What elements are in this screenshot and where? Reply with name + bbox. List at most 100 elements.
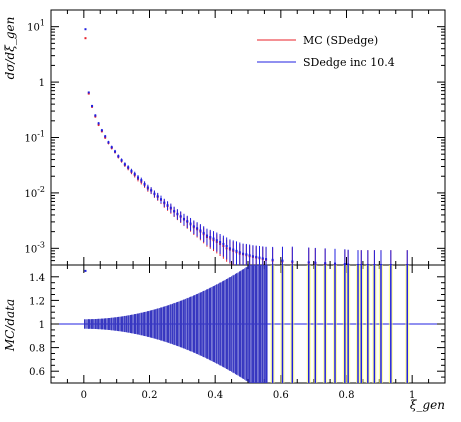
main-ytick-label: 101 <box>27 19 45 34</box>
data-point <box>120 159 123 162</box>
main-marks <box>84 28 409 265</box>
data-point <box>248 254 251 257</box>
ratio-ytick-label: 1 <box>39 320 45 331</box>
ratio-xtick-label: 0 <box>81 390 87 401</box>
data-point <box>215 239 218 242</box>
data-point <box>137 176 140 179</box>
ratio-ticks: 0.6 0.8 1 1.2 1.4 0 0.2 0.4 0.6 0.8 1 <box>29 265 446 401</box>
data-point <box>104 135 107 138</box>
data-point <box>133 172 136 175</box>
legend-label-sdedge: SDedge inc 10.4 <box>303 56 395 69</box>
ratio-ytick-label: 1.2 <box>29 296 45 307</box>
main-ytick-label: 10-1 <box>24 130 45 145</box>
ratio-ytick-label: 0.6 <box>29 367 45 378</box>
data-point <box>130 169 133 172</box>
data-point <box>324 262 327 265</box>
mc-point <box>84 37 87 40</box>
legend-item-mc: MC (SDedge) <box>257 34 378 47</box>
data-point <box>251 255 254 258</box>
data-point <box>228 247 231 250</box>
legend-label-mc: MC (SDedge) <box>303 34 378 47</box>
legend: MC (SDedge) SDedge inc 10.4 <box>257 34 395 69</box>
data-point <box>173 210 176 213</box>
data-point <box>156 195 159 198</box>
ratio-xtick-label: 1 <box>409 390 415 401</box>
data-point <box>114 150 117 153</box>
mc-point <box>87 92 90 95</box>
data-point <box>261 257 264 260</box>
ratio-xtick-label: 0.2 <box>142 390 158 401</box>
data-point <box>347 263 350 265</box>
data-point <box>232 248 235 251</box>
data-point <box>127 166 130 169</box>
main-ylabel: dσ/dξ_gen <box>3 17 17 80</box>
ratio-xtick-label: 0.6 <box>273 390 289 401</box>
data-point <box>343 263 346 265</box>
data-point <box>360 264 363 265</box>
ratio-marks <box>83 265 410 383</box>
data-point <box>97 122 100 125</box>
ratio-xtick-label: 0.4 <box>207 390 223 401</box>
data-point <box>163 201 166 204</box>
data-point <box>356 264 359 265</box>
ratio-ytick-label: 1.4 <box>29 273 45 284</box>
data-point <box>238 251 241 254</box>
ratio-xtick-label: 0.8 <box>339 390 355 401</box>
data-point <box>192 225 195 228</box>
data-point <box>176 212 179 215</box>
data-point <box>389 264 392 265</box>
ratio-point <box>84 269 87 272</box>
data-point <box>281 259 284 262</box>
data-point <box>265 258 268 261</box>
data-point <box>150 189 153 192</box>
data-point <box>199 229 202 232</box>
data-point <box>153 192 156 195</box>
data-point <box>87 91 90 94</box>
data-point <box>307 261 310 264</box>
main-ytick-label: 10-2 <box>24 185 45 200</box>
data-point <box>202 231 205 234</box>
data-point <box>123 163 126 166</box>
data-point <box>225 245 228 248</box>
data-point <box>189 222 192 225</box>
ratio-ytick-label: 0.8 <box>29 344 45 355</box>
data-point <box>258 256 261 259</box>
data-point <box>196 227 199 230</box>
data-point <box>271 258 274 261</box>
data-point <box>334 262 337 265</box>
data-point <box>117 155 120 158</box>
main-ytick-label: 10-3 <box>24 240 45 255</box>
data-point <box>143 182 146 185</box>
data-point <box>166 204 169 207</box>
data-point <box>100 129 103 132</box>
data-point <box>146 186 149 189</box>
data-point <box>245 253 248 256</box>
main-panel-frame <box>50 9 446 266</box>
data-point <box>182 217 185 220</box>
data-point <box>110 146 113 149</box>
data-point <box>91 105 94 108</box>
data-point <box>314 261 317 264</box>
main-ytick-label: 1 <box>39 78 45 89</box>
xlabel: ξ_gen <box>410 398 445 412</box>
data-point <box>209 236 212 239</box>
data-point <box>140 179 143 182</box>
data-point <box>159 198 162 201</box>
data-point <box>84 28 87 31</box>
data-point <box>222 242 225 245</box>
data-point <box>212 237 215 240</box>
data-point <box>406 264 409 265</box>
data-point <box>379 264 382 265</box>
data-point <box>205 234 208 237</box>
data-point <box>373 264 376 265</box>
data-point <box>186 220 189 223</box>
data-point <box>219 241 222 244</box>
data-point <box>107 141 110 144</box>
data-point <box>179 215 182 218</box>
data-point <box>242 252 245 255</box>
data-point <box>235 249 238 252</box>
data-point <box>366 264 369 265</box>
main-ticks: 10-3 10-2 10-1 1 101 <box>24 10 446 266</box>
data-point <box>291 260 294 263</box>
